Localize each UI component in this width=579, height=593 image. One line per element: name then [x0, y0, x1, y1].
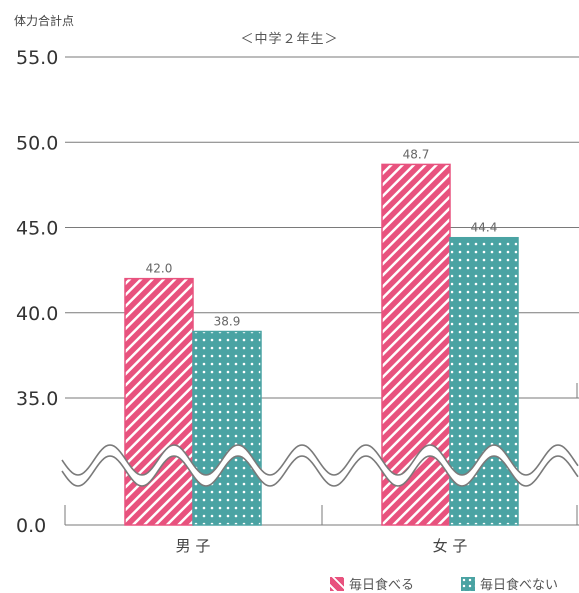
dot-swatch-icon — [461, 577, 475, 591]
y-tick-label: 55.0 — [16, 47, 58, 69]
bar — [381, 163, 451, 526]
stripe-swatch-icon — [330, 577, 344, 591]
y-tick-label: 0.0 — [16, 515, 46, 537]
axis-break-wave — [61, 444, 579, 476]
chart-subtitle: ＜中学２年生＞ — [240, 32, 339, 47]
y-axis-title: 体力合計点 — [14, 14, 75, 28]
y-tick-label: 50.0 — [16, 132, 58, 154]
legend-label-daily: 毎日食べる — [349, 578, 415, 593]
legend-label-not-daily: 毎日食べない — [480, 578, 559, 593]
bar — [192, 330, 262, 526]
data-label: 42.0 — [146, 262, 173, 276]
axis-break-wave — [61, 455, 579, 487]
bar — [124, 277, 194, 526]
y-tick-label: 45.0 — [16, 218, 58, 240]
axis-break-band — [62, 445, 578, 486]
data-label: 44.4 — [471, 221, 498, 235]
data-label: 38.9 — [214, 315, 241, 329]
y-tick-label: 40.0 — [16, 303, 58, 325]
category-label: 女 子 — [433, 537, 468, 555]
legend-item-daily: 毎日食べる — [330, 574, 414, 593]
legend-item-not-daily: 毎日食べない — [461, 574, 558, 593]
category-label: 男 子 — [176, 537, 211, 555]
bar — [449, 236, 519, 526]
y-tick-label: 35.0 — [16, 388, 58, 410]
data-label: 48.7 — [403, 147, 430, 161]
